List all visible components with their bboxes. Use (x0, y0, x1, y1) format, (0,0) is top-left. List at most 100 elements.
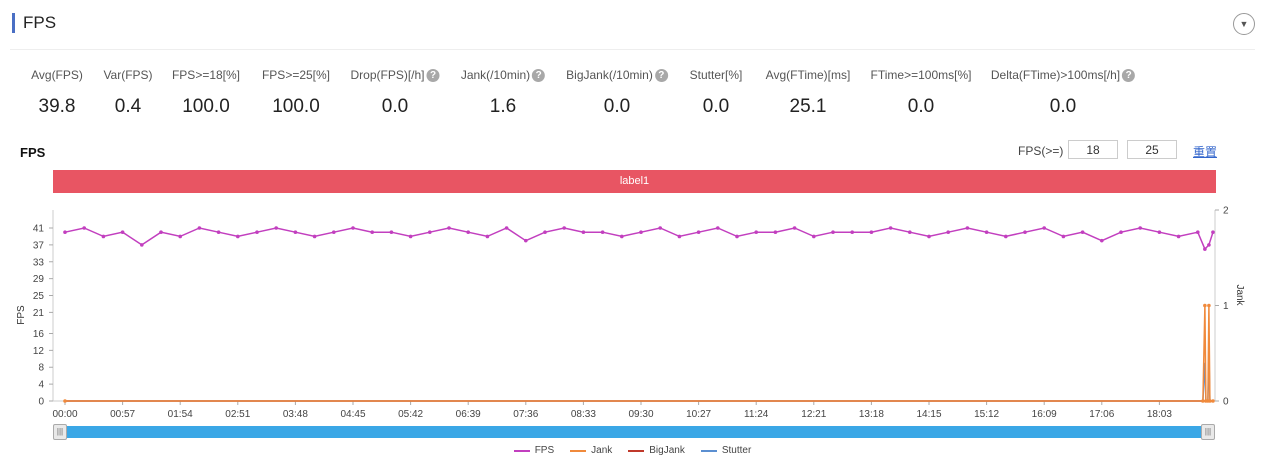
data-point (639, 230, 643, 235)
data-point (101, 234, 106, 239)
data-point (581, 230, 586, 235)
stat-value: 100.0 (272, 96, 320, 117)
stat-10: Delta(FTime)>100ms[/h]? 0.0 (991, 68, 1136, 118)
stat-5: Jank(/10min)? 1.6 (461, 68, 546, 118)
legend-label: BigJank (649, 445, 685, 456)
stat-value: 39.8 (38, 96, 76, 117)
x-tick-label: 15:12 (974, 409, 999, 420)
x-tick-label: 06:39 (456, 409, 481, 420)
y2-tick-label: 0 (1223, 397, 1229, 408)
data-point (370, 230, 375, 235)
data-point (1201, 399, 1205, 403)
legend-item-jank[interactable]: Jank (570, 445, 612, 456)
slider-handle-right[interactable]: ||| (1201, 424, 1215, 440)
data-point (1211, 230, 1215, 235)
stat-value: 100.0 (182, 96, 230, 117)
stat-3: FPS>=25[%] 100.0 (262, 68, 330, 118)
y-tick-label: 21 (33, 308, 45, 319)
stat-6: BigJank(/10min)? 0.0 (566, 68, 668, 118)
data-point (1023, 230, 1027, 235)
x-tick-label: 04:45 (340, 409, 365, 420)
data-point (1176, 234, 1181, 239)
x-tick-label: 01:54 (168, 409, 193, 420)
series-jank (63, 303, 1215, 403)
data-point (312, 234, 317, 239)
data-point (562, 226, 566, 230)
data-point (120, 230, 125, 235)
help-icon[interactable]: ? (532, 68, 546, 82)
threshold-label: FPS(>=) (1018, 144, 1064, 158)
data-point (1211, 399, 1215, 403)
stat-9: FTime>=100ms[%] 0.0 (871, 68, 972, 118)
threshold-input-2[interactable] (1127, 140, 1177, 159)
chevron-down-circle-icon[interactable]: ▼ (1233, 13, 1255, 35)
x-tick-label: 09:30 (628, 409, 653, 420)
stat-8: Avg(FTime)[ms] 25.1 (766, 68, 851, 118)
stat-label: Avg(FTime)[ms] (765, 68, 851, 82)
data-point (428, 230, 432, 235)
legend-item-fps[interactable]: FPS (513, 445, 554, 456)
divider (10, 49, 1255, 50)
x-tick-label: 05:42 (398, 409, 423, 420)
y-tick-label: 25 (33, 291, 45, 302)
x-tick-label: 18:03 (1147, 409, 1172, 420)
slider-handle-left[interactable]: ||| (53, 424, 67, 440)
x-tick-label: 02:51 (225, 409, 250, 420)
x-tick-label: 03:48 (283, 409, 308, 420)
data-point (908, 230, 912, 235)
x-tick-label: 08:33 (571, 409, 596, 420)
data-point (389, 230, 394, 235)
help-icon[interactable]: ? (426, 68, 440, 82)
data-point (274, 226, 279, 230)
data-point (504, 226, 509, 230)
x-tick-label: 12:21 (801, 409, 826, 420)
x-tick-label: 10:27 (686, 409, 711, 420)
data-point (716, 226, 720, 230)
data-point (869, 230, 874, 235)
data-point (63, 230, 67, 235)
data-point (351, 226, 355, 230)
data-point (485, 234, 490, 239)
data-point (197, 226, 202, 230)
data-point (696, 230, 701, 235)
data-point (888, 226, 893, 230)
stat-1: Var(FPS) 0.4 (103, 68, 152, 118)
stat-value: 0.0 (702, 96, 730, 117)
data-point (466, 230, 471, 235)
legend-item-bigjank[interactable]: BigJank (628, 445, 685, 456)
data-point (812, 234, 816, 239)
zoom-slider[interactable] (55, 426, 1215, 438)
legend-label: Stutter (721, 445, 752, 456)
data-point (946, 230, 950, 235)
stat-value: 0.0 (381, 96, 409, 117)
y-tick-label: 29 (33, 274, 45, 285)
x-tick-label: 00:57 (110, 409, 135, 420)
help-icon[interactable]: ? (654, 68, 668, 82)
y-tick-label: 0 (38, 397, 44, 408)
stat-label: Stutter[%] (689, 68, 743, 82)
help-icon[interactable]: ? (1122, 68, 1136, 82)
legend-label: Jank (591, 445, 613, 456)
stat-0: Avg(FPS) 39.8 (31, 68, 83, 118)
data-point (984, 230, 989, 235)
stat-label: FTime>=100ms[%] (870, 68, 972, 82)
series-line-stutter (65, 353, 1213, 402)
data-point (1119, 230, 1123, 235)
data-point (1138, 226, 1142, 230)
series-line-jank (65, 305, 1213, 402)
reset-link[interactable]: 重置 (1193, 145, 1218, 159)
x-tick-label: 14:15 (916, 409, 941, 420)
data-point (524, 238, 528, 243)
data-point (677, 234, 682, 239)
data-point (1004, 234, 1008, 239)
data-point (1196, 230, 1200, 235)
data-point (831, 230, 835, 235)
data-point (159, 230, 163, 235)
data-point (63, 399, 67, 403)
data-point (1207, 303, 1211, 308)
stat-label: Drop(FPS)[/h] (350, 68, 425, 82)
data-point (1157, 230, 1162, 235)
legend-item-stutter[interactable]: Stutter (700, 445, 752, 456)
threshold-input-1[interactable] (1068, 140, 1118, 159)
data-point (754, 230, 758, 235)
